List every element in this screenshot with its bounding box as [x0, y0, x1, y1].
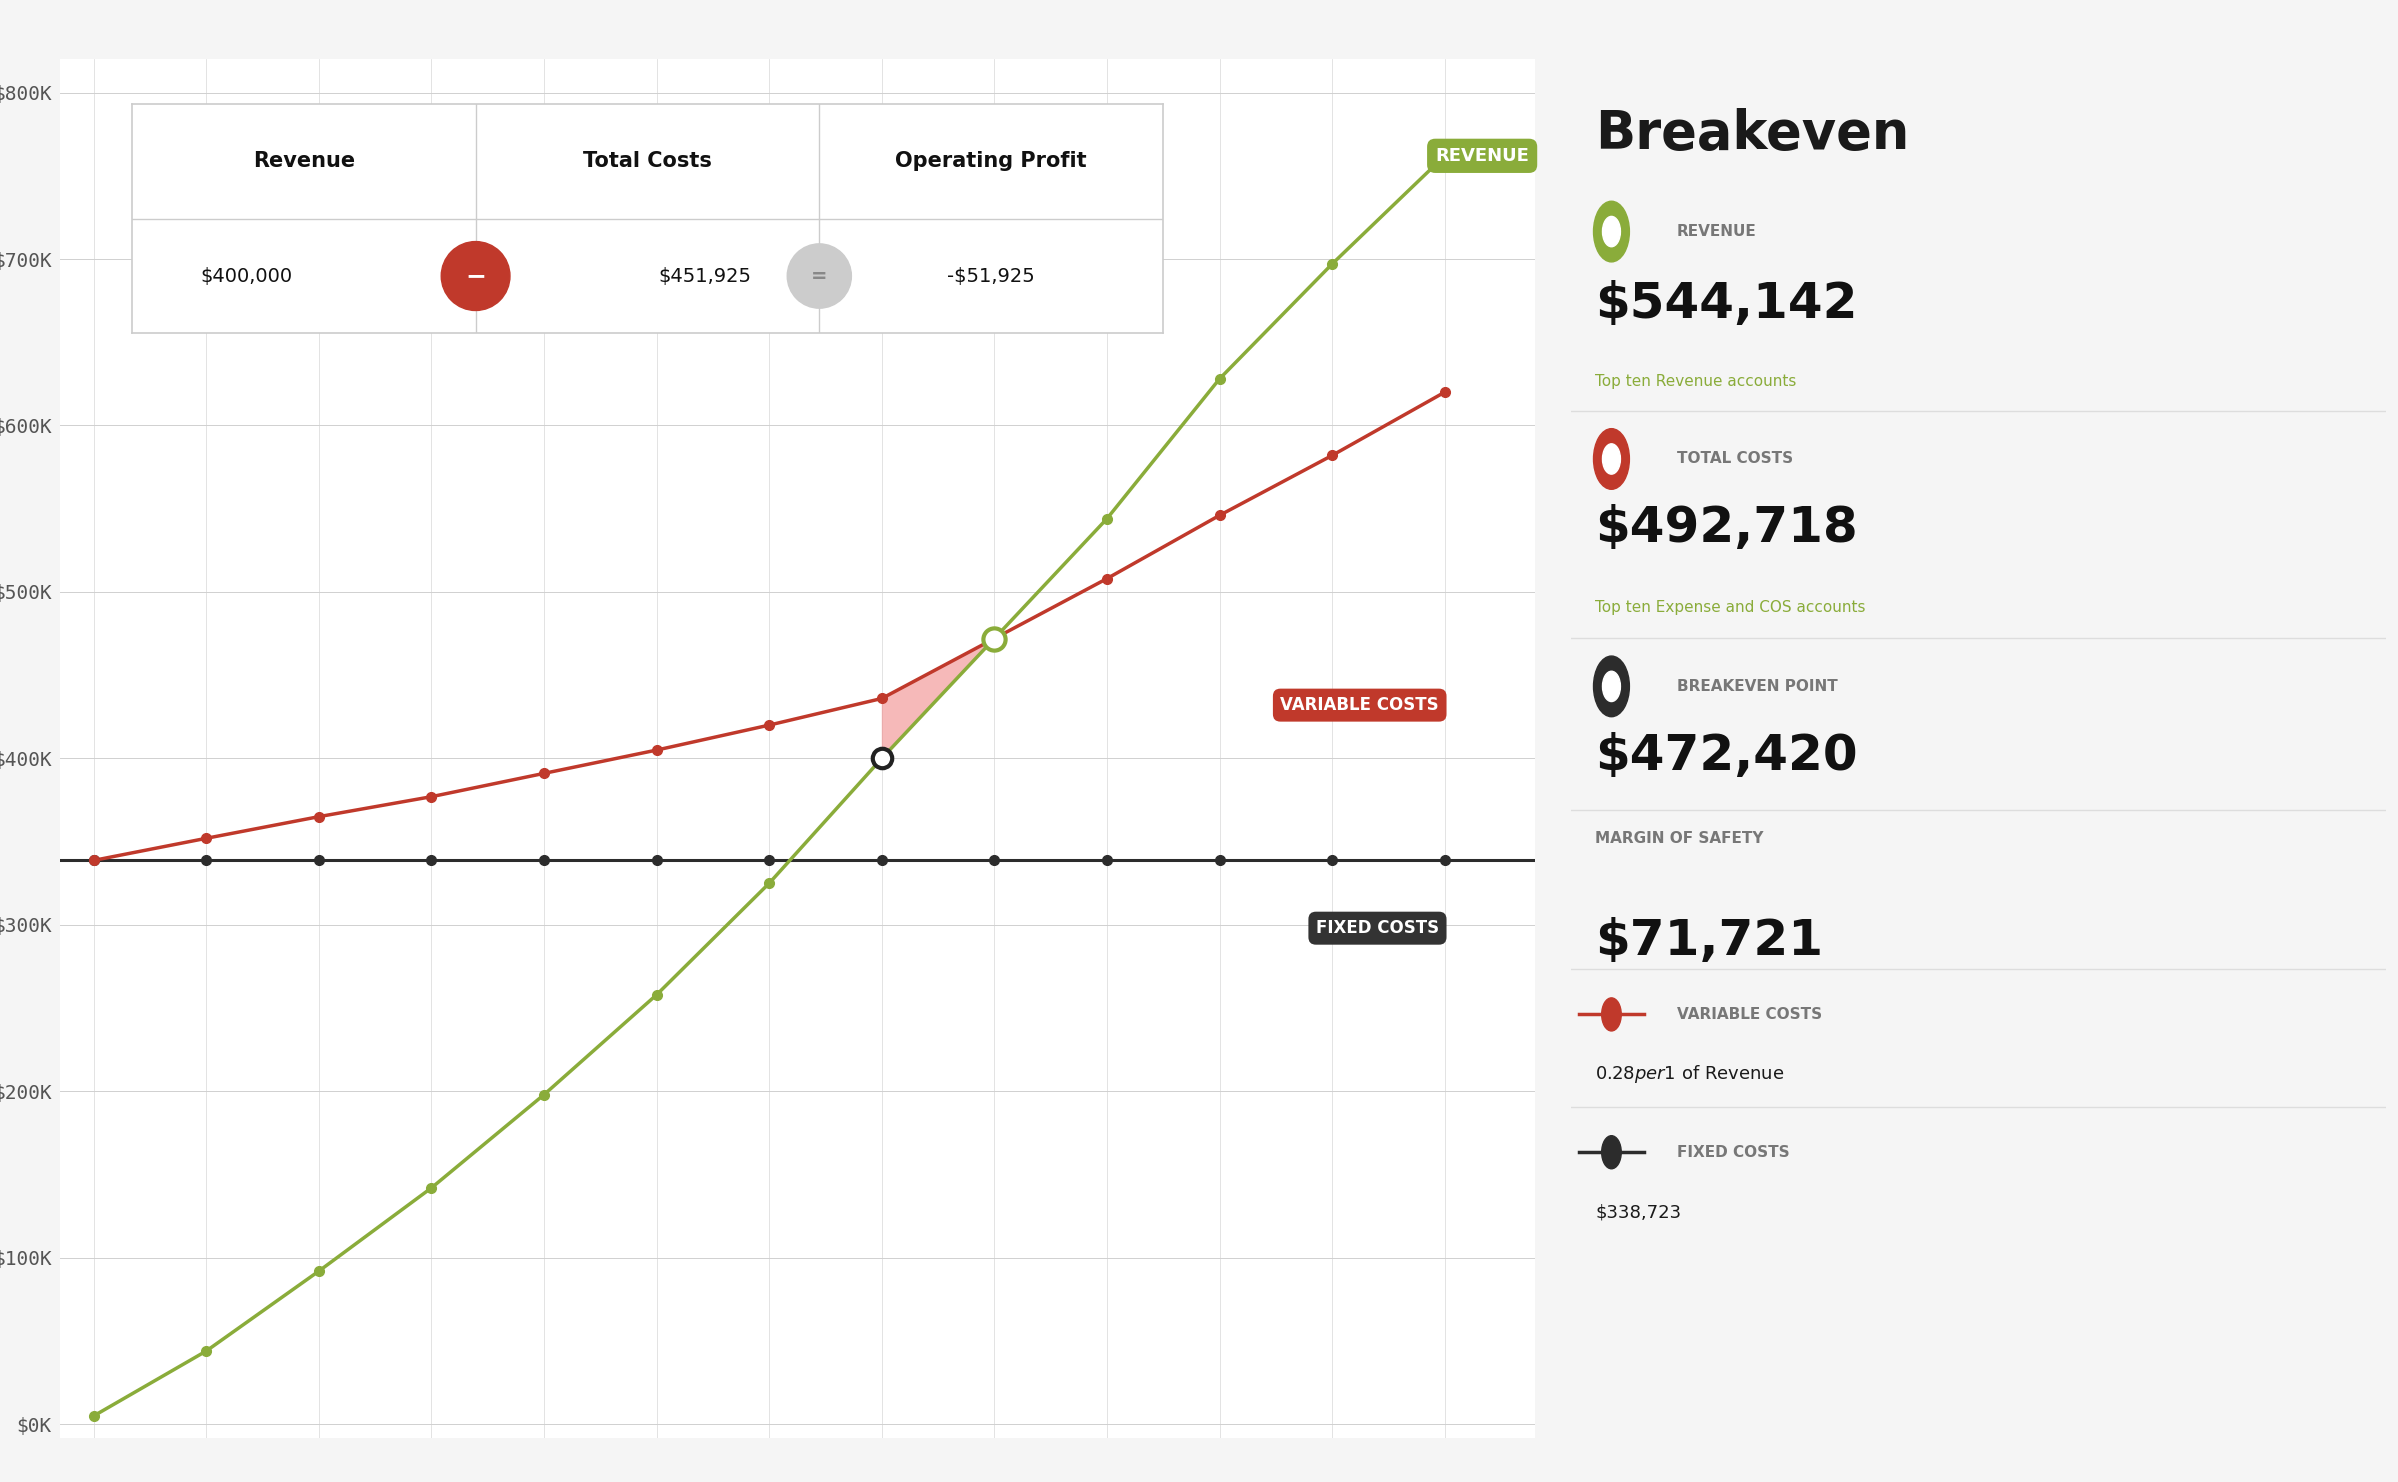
- Polygon shape: [882, 639, 995, 759]
- Circle shape: [1602, 671, 1621, 701]
- Text: $544,142: $544,142: [1595, 280, 1858, 328]
- Text: $400,000: $400,000: [201, 267, 293, 286]
- Circle shape: [1602, 216, 1621, 246]
- Circle shape: [1595, 657, 1628, 717]
- Circle shape: [1595, 428, 1628, 489]
- Text: $492,718: $492,718: [1595, 504, 1858, 553]
- Text: Operating Profit: Operating Profit: [894, 151, 1086, 170]
- Text: TOTAL COSTS: TOTAL COSTS: [1676, 452, 1794, 467]
- Text: REVENUE: REVENUE: [1676, 224, 1755, 239]
- Circle shape: [1595, 202, 1628, 262]
- Text: VARIABLE COSTS: VARIABLE COSTS: [1676, 1006, 1822, 1023]
- Text: =: =: [811, 267, 827, 286]
- Text: Revenue: Revenue: [252, 151, 355, 170]
- Text: $0.28 per $1 of Revenue: $0.28 per $1 of Revenue: [1595, 1063, 1784, 1085]
- Text: Total Costs: Total Costs: [583, 151, 712, 170]
- Text: $472,420: $472,420: [1595, 732, 1858, 780]
- Text: $71,721: $71,721: [1595, 916, 1822, 965]
- Text: $451,925: $451,925: [657, 267, 751, 286]
- Text: REVENUE: REVENUE: [1436, 147, 1530, 165]
- Text: Breakeven: Breakeven: [1595, 108, 1909, 160]
- Circle shape: [1602, 997, 1621, 1031]
- Circle shape: [1602, 443, 1621, 474]
- Circle shape: [441, 242, 511, 311]
- Text: $338,723: $338,723: [1595, 1203, 1681, 1221]
- Text: MARGIN OF SAFETY: MARGIN OF SAFETY: [1595, 831, 1763, 846]
- Circle shape: [787, 245, 851, 308]
- Text: FIXED COSTS: FIXED COSTS: [1317, 919, 1439, 937]
- Text: -$51,925: -$51,925: [947, 267, 1036, 286]
- Text: FIXED COSTS: FIXED COSTS: [1676, 1144, 1789, 1160]
- Circle shape: [1602, 1135, 1621, 1169]
- Text: −: −: [465, 264, 487, 288]
- Text: BREAKEVEN POINT: BREAKEVEN POINT: [1676, 679, 1837, 694]
- Text: Top ten Revenue accounts: Top ten Revenue accounts: [1595, 373, 1796, 388]
- Text: VARIABLE COSTS: VARIABLE COSTS: [1281, 697, 1439, 714]
- Text: Top ten Expense and COS accounts: Top ten Expense and COS accounts: [1595, 600, 1866, 615]
